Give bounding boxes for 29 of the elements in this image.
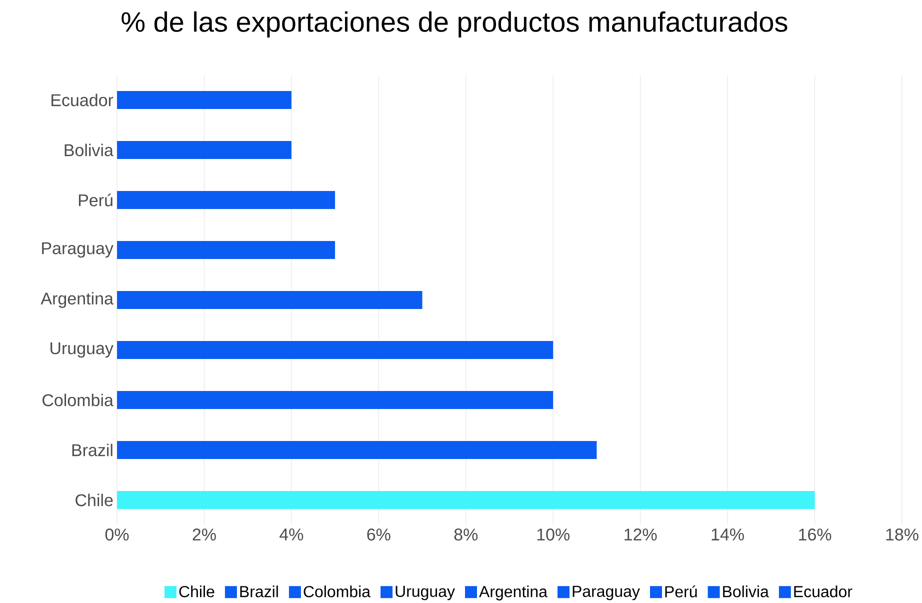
y-tick-label: Argentina [40, 292, 114, 308]
y-tick-label: Ecuador [52, 94, 114, 106]
x-tick-label: 18% [886, 528, 918, 541]
y-tick-label: Uruguay [50, 342, 114, 358]
legend-label: Bolivia [723, 586, 769, 598]
legend-label: Argentina [479, 586, 548, 600]
legend-label: Uruguay [396, 586, 455, 600]
x-tick-label: 14% [712, 528, 744, 540]
y-tick-label: Bolivia [64, 144, 114, 156]
x-tick-label: 6% [367, 528, 390, 541]
x-tick-label: 0% [105, 528, 129, 541]
x-tick-label: 2% [192, 528, 216, 540]
y-tick-label: Colombia [42, 394, 114, 406]
y-tick-label: Perú [78, 194, 112, 206]
x-tick-label: 4% [280, 528, 304, 540]
legend-label: Chile [179, 586, 214, 598]
legend-label: Ecuador [794, 586, 852, 598]
y-tick-label: Brazil [72, 444, 112, 456]
legend-label: Brazil [240, 586, 278, 598]
legend-label: Perú [665, 585, 697, 598]
x-tick-label: 12% [624, 528, 657, 540]
x-tick-label: 16% [799, 528, 832, 541]
y-tick-label: Paraguay [42, 242, 114, 258]
x-tick-label: 8% [454, 528, 478, 541]
legend-label: Colombia [304, 586, 371, 598]
legend-label: Paraguay [572, 586, 640, 600]
chart-title: % de las exportaciones de productos manufacturados [122, 11, 788, 38]
y-tick-label: Chile [76, 494, 113, 506]
x-tick-label: 10% [537, 528, 570, 541]
